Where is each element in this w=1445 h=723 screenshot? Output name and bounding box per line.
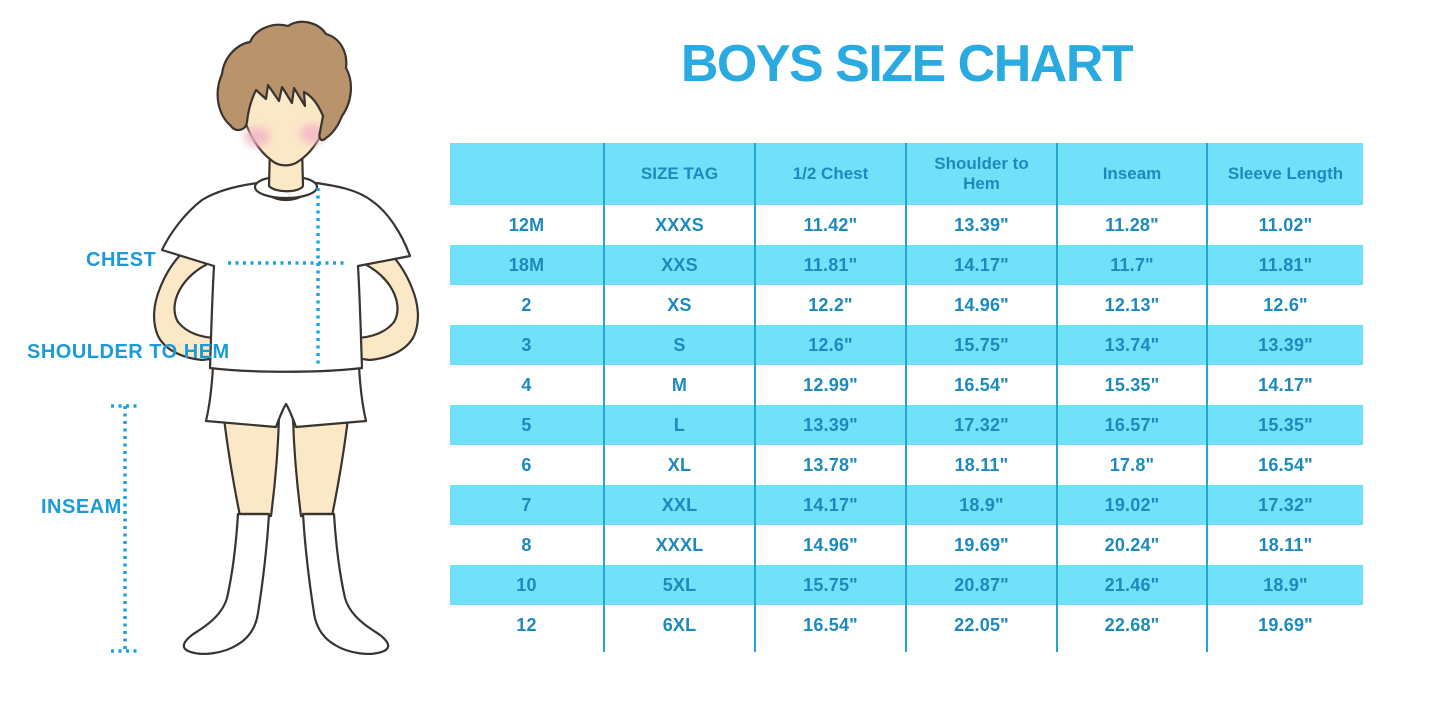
table-cell: 15.75" xyxy=(905,325,1057,365)
table-row: 7 XXL 14.17" 18.9" 19.02" 17.32" xyxy=(450,485,1363,525)
table-cell: 16.57" xyxy=(1056,405,1207,445)
table-cell: 15.75" xyxy=(754,565,906,605)
chest-label: CHEST xyxy=(86,249,157,271)
size-table-header: SIZE TAG 1/2 Chest Shoulder to Hem Inseam Sl… xyxy=(450,143,1363,205)
table-cell: XXL xyxy=(603,485,755,525)
table-cell: XL xyxy=(603,445,755,485)
table-row: 18M XXS 11.81" 14.17" 11.7" 11.81" xyxy=(450,245,1363,285)
table-cell: 19.69" xyxy=(1206,605,1363,645)
table-cell: 16.54" xyxy=(754,605,906,645)
header-cell: Shoulder to Hem xyxy=(905,143,1057,205)
table-cell: 21.46" xyxy=(1056,565,1207,605)
left-leg xyxy=(222,416,281,518)
table-row: 2 XS 12.2" 14.96" 12.13" 12.6" xyxy=(450,285,1363,325)
table-cell: 19.02" xyxy=(1056,485,1207,525)
table-cell: 10 xyxy=(450,565,604,605)
table-cell: 20.87" xyxy=(905,565,1057,605)
table-cell: 6XL xyxy=(603,605,755,645)
table-cell: 11.81" xyxy=(754,245,906,285)
table-cell: 15.35" xyxy=(1056,365,1207,405)
table-cell: 17.32" xyxy=(905,405,1057,445)
table-cell: 14.17" xyxy=(905,245,1057,285)
header-cell: Sleeve Length xyxy=(1206,143,1363,205)
table-cell: 4 xyxy=(450,365,604,405)
table-row: 8 XXXL 14.96" 19.69" 20.24" 18.11" xyxy=(450,525,1363,565)
table-cell: 11.28" xyxy=(1056,205,1207,245)
header-cell xyxy=(450,143,604,205)
table-cell: 13.78" xyxy=(754,445,906,485)
header-cell: 1/2 Chest xyxy=(754,143,906,205)
table-rule-extension xyxy=(450,645,1363,652)
table-cell: 11.81" xyxy=(1206,245,1363,285)
table-row: 3 S 12.6" 15.75" 13.74" 13.39" xyxy=(450,325,1363,365)
table-cell: 19.69" xyxy=(905,525,1057,565)
table-row: 12M XXXS 11.42" 13.39" 11.28" 11.02" xyxy=(450,205,1363,245)
boy-illustration xyxy=(111,20,419,655)
table-cell: 14.17" xyxy=(754,485,906,525)
table-row: 6 XL 13.78" 18.11" 17.8" 16.54" xyxy=(450,445,1363,485)
table-cell: 16.54" xyxy=(1206,445,1363,485)
table-cell: 18M xyxy=(450,245,604,285)
table-cell: 13.74" xyxy=(1056,325,1207,365)
table-cell: 17.8" xyxy=(1056,445,1207,485)
table-cell: 16.54" xyxy=(905,365,1057,405)
table-cell: 20.24" xyxy=(1056,525,1207,565)
table-cell: L xyxy=(603,405,755,445)
table-cell: M xyxy=(603,365,755,405)
table-cell: 18.11" xyxy=(905,445,1057,485)
table-row: 5 L 13.39" 17.32" 16.57" 15.35" xyxy=(450,405,1363,445)
table-cell: 12.99" xyxy=(754,365,906,405)
table-cell: 3 xyxy=(450,325,604,365)
table-cell: 12.6" xyxy=(1206,285,1363,325)
table-cell: 7 xyxy=(450,485,604,525)
table-cell: 22.05" xyxy=(905,605,1057,645)
table-cell: 12.2" xyxy=(754,285,906,325)
table-cell: 6 xyxy=(450,445,604,485)
blush-left-cheek xyxy=(244,127,270,147)
table-cell: 12 xyxy=(450,605,604,645)
table-row: 10 5XL 15.75" 20.87" 21.46" 18.9" xyxy=(450,565,1363,605)
table-cell: 18.9" xyxy=(1206,565,1363,605)
table-cell: 12.13" xyxy=(1056,285,1207,325)
table-cell: 8 xyxy=(450,525,604,565)
table-row: 12 6XL 16.54" 22.05" 22.68" 19.69" xyxy=(450,605,1363,645)
table-cell: 5XL xyxy=(603,565,755,605)
table-cell: 22.68" xyxy=(1056,605,1207,645)
table-cell: 11.7" xyxy=(1056,245,1207,285)
right-leg xyxy=(291,416,350,518)
table-cell: 18.9" xyxy=(905,485,1057,525)
hair xyxy=(216,20,352,142)
table-cell: XS xyxy=(603,285,755,325)
table-cell: 13.39" xyxy=(754,405,906,445)
right-sock xyxy=(301,512,390,655)
size-table: SIZE TAG 1/2 Chest Shoulder to Hem Inseam Sl… xyxy=(450,143,1363,652)
table-cell: 14.17" xyxy=(1206,365,1363,405)
left-sock xyxy=(182,512,271,655)
table-cell: XXS xyxy=(603,245,755,285)
table-cell: 2 xyxy=(450,285,604,325)
table-cell: S xyxy=(603,325,755,365)
shorts xyxy=(204,364,368,429)
table-cell: XXXS xyxy=(603,205,755,245)
table-cell: XXXL xyxy=(603,525,755,565)
page-title: BOYS SIZE CHART xyxy=(680,35,1134,93)
table-cell: 5 xyxy=(450,405,604,445)
header-cell: Inseam xyxy=(1056,143,1207,205)
table-row: 4 M 12.99" 16.54" 15.35" 14.17" xyxy=(450,365,1363,405)
table-cell: 14.96" xyxy=(905,285,1057,325)
shoulder-to-hem-label: SHOULDER TO HEM xyxy=(27,341,230,363)
header-cell: SIZE TAG xyxy=(603,143,755,205)
table-cell: 17.32" xyxy=(1206,485,1363,525)
table-cell: 14.96" xyxy=(754,525,906,565)
table-cell: 11.42" xyxy=(754,205,906,245)
table-cell: 13.39" xyxy=(1206,325,1363,365)
table-cell: 13.39" xyxy=(905,205,1057,245)
table-cell: 15.35" xyxy=(1206,405,1363,445)
table-cell: 12.6" xyxy=(754,325,906,365)
table-cell: 12M xyxy=(450,205,604,245)
inseam-label: INSEAM xyxy=(41,496,122,518)
table-cell: 18.11" xyxy=(1206,525,1363,565)
table-cell: 11.02" xyxy=(1206,205,1363,245)
